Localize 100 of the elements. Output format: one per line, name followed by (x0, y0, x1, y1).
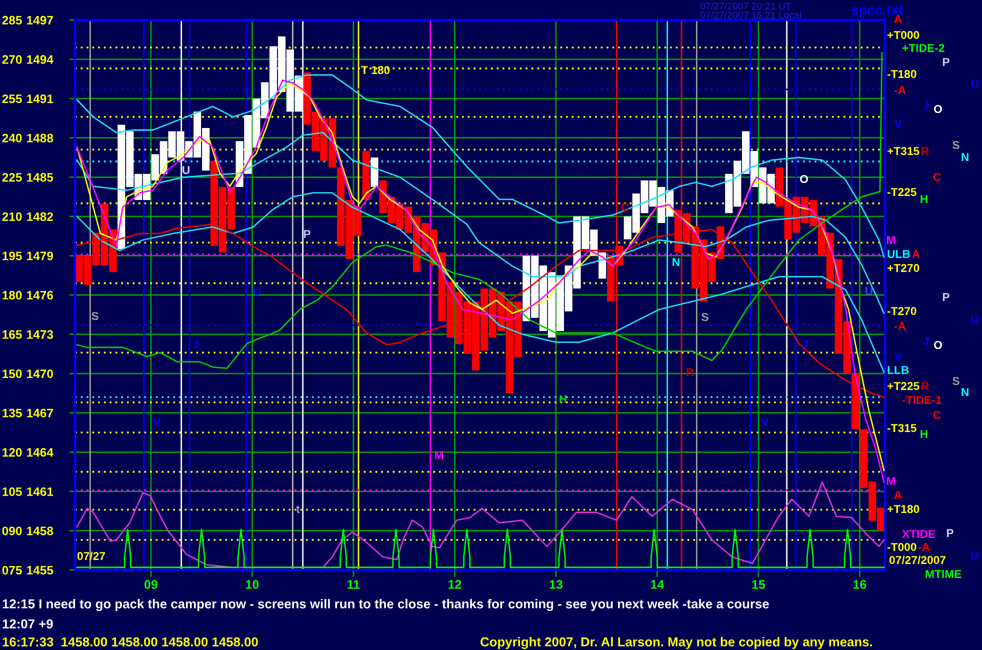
y2-tick-label: 090 (2, 526, 22, 536)
text: -A (894, 322, 906, 330)
y2-tick-label: 150 (2, 369, 22, 378)
annotation: U (866, 287, 872, 296)
text: O (934, 104, 942, 114)
text: P (942, 293, 950, 301)
text: +T315 (887, 146, 920, 156)
bar (370, 158, 378, 187)
y2-tick-label: 255 (2, 94, 22, 104)
x-tick-label: 09 (144, 580, 158, 589)
text: U (972, 80, 978, 88)
y-tick-label: 1479 (27, 252, 54, 260)
y2-tick-label: 120 (2, 448, 22, 457)
text: H (920, 195, 928, 203)
text: -A (918, 543, 930, 551)
y-tick-label: 1494 (27, 55, 54, 64)
x-tick-label: 10 (246, 580, 259, 589)
x-tick-label: 12 (448, 580, 462, 589)
y2-tick-label: 195 (2, 252, 22, 260)
bar (852, 374, 860, 430)
annotation: J (193, 340, 198, 348)
y-tick-label: 1458 (27, 526, 54, 536)
y2-tick-label: 075 (2, 566, 22, 575)
text: A (894, 491, 902, 499)
y-tick-label: 1461 (27, 487, 54, 496)
text: -T225 (887, 188, 916, 196)
text: M (887, 236, 895, 244)
text: +T180 (887, 504, 920, 514)
text: ULB (888, 250, 910, 258)
y-tick-label: 1464 (27, 448, 54, 457)
y-tick-label: 1497 (27, 16, 53, 25)
text: C (933, 410, 941, 420)
text: C (933, 172, 941, 182)
text: -T270 (887, 306, 916, 316)
text: R (922, 382, 929, 390)
x-tick-label: 11 (348, 580, 360, 589)
text: J (923, 101, 928, 110)
x-tick-label: 15 (752, 580, 766, 589)
text: LLB (888, 366, 909, 374)
annotation: C (621, 202, 629, 212)
text: -TIDE-1 (902, 396, 942, 404)
text: 07/27/2007 15:21 Local (700, 11, 801, 19)
y2-tick-label: 165 (2, 330, 22, 339)
y2-tick-label: 225 (2, 173, 22, 182)
annotation: P (304, 230, 310, 238)
text: A (912, 250, 920, 258)
text: V (894, 120, 902, 128)
x-tick-label: 13 (550, 580, 562, 589)
text: R (922, 147, 929, 155)
y-tick-label: 1467 (27, 408, 53, 418)
text: P (942, 58, 950, 66)
x-tick-label: 14 (651, 580, 664, 589)
text: J (923, 337, 928, 346)
text: -T315 (887, 424, 916, 432)
y2-tick-label: 105 (2, 487, 22, 496)
y-tick-label: 1482 (27, 212, 53, 221)
text: N (962, 153, 968, 161)
y2-tick-label: 180 (2, 290, 22, 300)
text: +T225 (887, 382, 920, 390)
bar (362, 150, 370, 200)
text: MTIME (926, 570, 962, 578)
text: Copyright 2007, Dr. Al Larson. May not be copied by any means. (480, 636, 872, 650)
text: S (952, 140, 960, 150)
annotation: S (702, 312, 708, 322)
text: 16:17:33 1458.00 1458.00 1458.00 1458.00 (2, 637, 258, 646)
text: +TIDE-2 (902, 44, 944, 52)
text: -A (894, 86, 906, 94)
text: N (962, 388, 968, 396)
y-tick-label: 1491 (27, 94, 54, 104)
annotation: J (802, 340, 808, 348)
y2-tick-label: 285 (2, 16, 22, 25)
annotation: H (560, 395, 566, 403)
y-tick-label: 1455 (27, 566, 54, 575)
annotation: U (254, 287, 260, 296)
text: M (887, 477, 895, 485)
text: -T000 (887, 542, 916, 552)
text: 12:07 +9 (2, 619, 53, 628)
text: XTIDE (902, 530, 936, 538)
text: spcc.txt (851, 6, 904, 18)
text: O (934, 340, 942, 350)
text: +T270 (887, 264, 920, 272)
text: U (972, 551, 978, 560)
text: V (894, 353, 902, 361)
annotation: t (296, 506, 300, 514)
y-tick-label: 1470 (27, 369, 53, 378)
y-tick-label: 1488 (27, 134, 54, 142)
text: A (894, 15, 902, 23)
y2-tick-label: 270 (2, 55, 22, 64)
y2-tick-label: 210 (2, 212, 22, 221)
text: 07/27/2007 20:21 UT (700, 2, 792, 10)
text: P (946, 529, 954, 537)
text: 12:15 I need to go pack the camper now - screens will run to the close - thanks for coming - see you next week -take a course (2, 598, 769, 612)
text: +T000 (887, 30, 920, 40)
x-tick-label: 16 (854, 580, 866, 589)
annotation: N (672, 258, 680, 266)
text: H (920, 430, 928, 438)
annotation: M (435, 451, 443, 459)
text: 07/27/2007 (889, 556, 946, 564)
y2-tick-label: 135 (2, 408, 22, 418)
text: U (972, 316, 978, 324)
